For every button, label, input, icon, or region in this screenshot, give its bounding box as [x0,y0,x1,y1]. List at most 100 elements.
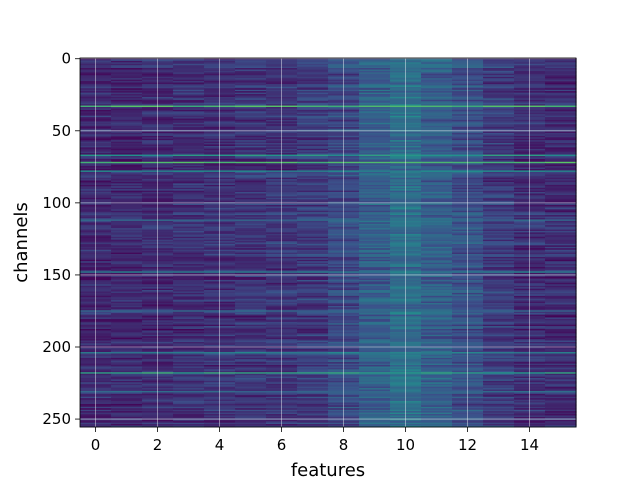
heatmap-cell [359,115,391,118]
heatmap-cell [235,341,267,344]
heatmap-cell [421,425,453,428]
heatmap-cell [173,370,205,373]
heatmap-cell [545,366,577,369]
heatmap-cell [359,284,391,287]
heatmap-cell [111,246,143,249]
heatmap-cell [173,383,205,386]
heatmap-cell [173,78,205,81]
heatmap-cell [359,180,391,183]
heatmap-cell [297,331,329,334]
heatmap-cell [483,143,515,145]
heatmap-cell [111,207,143,210]
heatmap-cell [235,121,267,124]
heatmap-cell [297,177,329,180]
heatmap-cell [545,393,577,396]
heatmap-cell [483,215,515,217]
plot-area [80,58,577,428]
heatmap-cell [111,399,143,402]
heatmap-cell [235,380,267,383]
heatmap-cell [111,405,143,408]
heatmap-cell [421,292,453,295]
heatmap-cell [545,141,577,144]
heatmap-cell [359,135,391,138]
heatmap-cell [111,156,143,158]
heatmap-cell [483,414,515,416]
heatmap-cell [235,317,267,320]
heatmap-cell [359,353,391,356]
heatmap-cell [483,300,515,302]
heatmap-cell [297,170,329,173]
heatmap-cell [173,216,205,219]
heatmap-cell [545,303,577,305]
heatmap-cell [483,363,515,366]
heatmap-cell [483,353,515,356]
heatmap-cell [297,251,329,253]
heatmap-cell [173,135,205,138]
heatmap-cell [173,141,205,144]
heatmap-cell [545,170,577,173]
heatmap-cell [297,297,329,300]
heatmap-cell [545,213,577,216]
heatmap-cell [483,128,515,131]
heatmap-cell [545,379,577,382]
heatmap-cell [421,310,453,313]
heatmap-cell [421,132,453,135]
heatmap-cell [297,308,329,311]
heatmap-cell [235,383,267,386]
heatmap-cell [483,362,515,364]
heatmap-cell [173,134,205,137]
heatmap-cell [421,70,453,73]
heatmap-cell [421,174,453,177]
heatmap-cell [173,367,205,370]
heatmap-cell [483,109,515,112]
heatmap-cell [421,177,453,180]
heatmap-cell [297,98,329,101]
heatmap-cell [421,284,453,287]
heatmap-cell [173,382,205,385]
heatmap-cell [297,137,329,140]
heatmap-cell [173,186,205,189]
grid-lines [80,58,576,427]
heatmap-cell [111,290,143,292]
heatmap-cell [111,213,143,216]
heatmap-cell [297,385,329,388]
heatmap-cell [235,245,267,248]
heatmap-cell [297,148,329,151]
heatmap-cell [545,92,577,95]
heatmap-cell [545,290,577,292]
heatmap-cell [359,330,391,333]
heatmap-cell [483,235,515,238]
heatmap-cell [297,210,329,213]
heatmap-cell [421,393,453,396]
heatmap-cell [173,112,205,115]
heatmap-cell [359,421,391,424]
heatmap-cell [545,180,577,183]
heatmap-cell [111,186,143,189]
heatmap-cell [359,200,391,203]
heatmap-cell [235,402,267,405]
heatmap-cell [421,360,453,363]
heatmap-cell [359,305,391,308]
heatmap-cell [235,295,267,298]
heatmap-cell [483,334,515,337]
heatmap-cell [545,278,577,281]
heatmap-cell [359,373,391,376]
heatmap-cell [235,168,267,171]
heatmap-cell [173,109,205,112]
heatmap-cell [483,287,515,290]
heatmap-cell [111,311,143,314]
heatmap-cell [483,226,515,229]
heatmap-cell [359,166,391,168]
heatmap-cell [483,297,515,300]
heatmap-cell [297,287,329,290]
heatmap-cell [111,226,143,229]
heatmap-cell [173,392,205,395]
heatmap-cell [545,313,577,315]
heatmap-cell [297,128,329,131]
heatmap-cell [483,239,515,242]
heatmap-cell [421,365,453,367]
heatmap-cell [235,68,267,70]
heatmap-cell [111,330,143,333]
heatmap-cell [483,305,515,308]
heatmap-cell [359,331,391,334]
